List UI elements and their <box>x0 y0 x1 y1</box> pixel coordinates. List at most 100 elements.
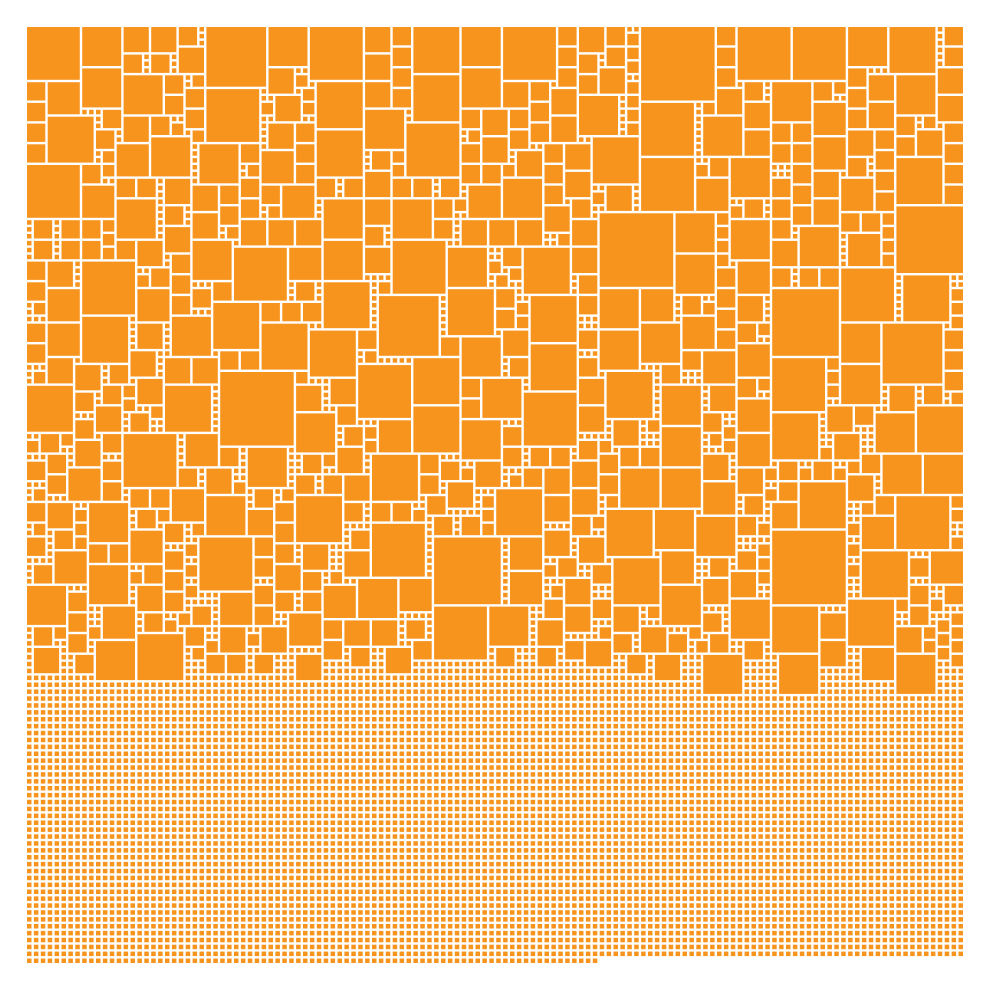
tile <box>585 351 591 356</box>
tile <box>765 661 770 667</box>
tile <box>751 689 756 694</box>
tile <box>358 806 363 812</box>
tile <box>240 675 246 681</box>
tile <box>503 717 508 722</box>
tile <box>454 213 460 218</box>
tile <box>158 765 163 770</box>
tile <box>951 772 957 777</box>
tile <box>841 737 846 743</box>
tile <box>717 717 722 722</box>
tile <box>917 116 922 122</box>
tile <box>192 213 218 239</box>
tile <box>461 786 467 791</box>
tile <box>579 330 598 349</box>
tile <box>861 441 867 446</box>
tile <box>910 606 929 625</box>
tile <box>903 772 908 777</box>
tile <box>171 792 177 798</box>
tile <box>220 841 225 846</box>
tile <box>68 613 87 632</box>
tile <box>309 330 356 377</box>
tile <box>496 792 501 798</box>
tile <box>689 661 694 667</box>
tile <box>827 792 832 798</box>
tile <box>427 565 432 570</box>
tile <box>585 675 591 681</box>
tile <box>930 834 936 839</box>
tile <box>96 765 101 770</box>
tile <box>496 730 501 736</box>
tile <box>268 744 273 750</box>
tile <box>744 641 763 660</box>
tile <box>351 717 356 722</box>
tile <box>261 827 267 832</box>
tile <box>503 730 508 736</box>
tile <box>192 185 218 211</box>
tile <box>648 668 653 674</box>
tile <box>206 792 211 798</box>
tile <box>75 806 80 812</box>
tile <box>572 806 577 812</box>
tile <box>454 234 460 239</box>
tile <box>689 751 694 756</box>
tile <box>841 96 846 101</box>
tile <box>385 799 391 805</box>
tile <box>441 661 446 667</box>
tile <box>427 834 432 839</box>
tile <box>827 820 832 825</box>
tile <box>96 744 101 750</box>
tile <box>703 441 708 446</box>
tile <box>365 765 370 770</box>
tile <box>717 799 722 805</box>
tile <box>461 510 467 515</box>
tile <box>737 551 756 570</box>
tile <box>482 841 487 846</box>
tile <box>54 254 60 260</box>
tile <box>303 813 308 819</box>
tile <box>247 496 253 501</box>
tile <box>689 765 694 770</box>
tile <box>109 717 115 722</box>
tile <box>427 730 432 736</box>
tile <box>282 799 287 805</box>
tile <box>344 730 349 736</box>
tile <box>682 661 687 667</box>
tile <box>220 675 225 681</box>
tile <box>530 730 536 736</box>
tile <box>323 585 356 618</box>
tile <box>372 282 377 287</box>
tile <box>254 744 260 750</box>
tile <box>944 786 950 791</box>
tile <box>489 730 494 736</box>
tile <box>82 696 87 701</box>
tile <box>309 723 315 729</box>
tile <box>406 813 411 819</box>
tile <box>530 834 536 839</box>
tile <box>434 751 439 756</box>
tile <box>772 806 777 812</box>
tile <box>744 744 750 750</box>
tile <box>406 841 411 846</box>
tile <box>537 675 543 681</box>
tile <box>585 813 591 819</box>
tile <box>454 703 460 708</box>
tile <box>213 427 218 432</box>
tile <box>33 717 39 722</box>
tile <box>558 682 563 687</box>
tile <box>75 786 80 791</box>
tile <box>951 813 957 819</box>
tile <box>744 102 770 129</box>
tile <box>592 592 598 598</box>
tile <box>96 737 101 743</box>
tile <box>372 737 377 743</box>
tile <box>875 703 881 708</box>
tile <box>96 434 101 439</box>
tile <box>185 579 191 584</box>
tile <box>703 558 708 563</box>
tile <box>61 682 66 687</box>
tile <box>130 510 135 515</box>
tile <box>116 689 122 694</box>
tile <box>717 841 722 846</box>
tile <box>834 96 839 101</box>
tile <box>730 696 736 701</box>
